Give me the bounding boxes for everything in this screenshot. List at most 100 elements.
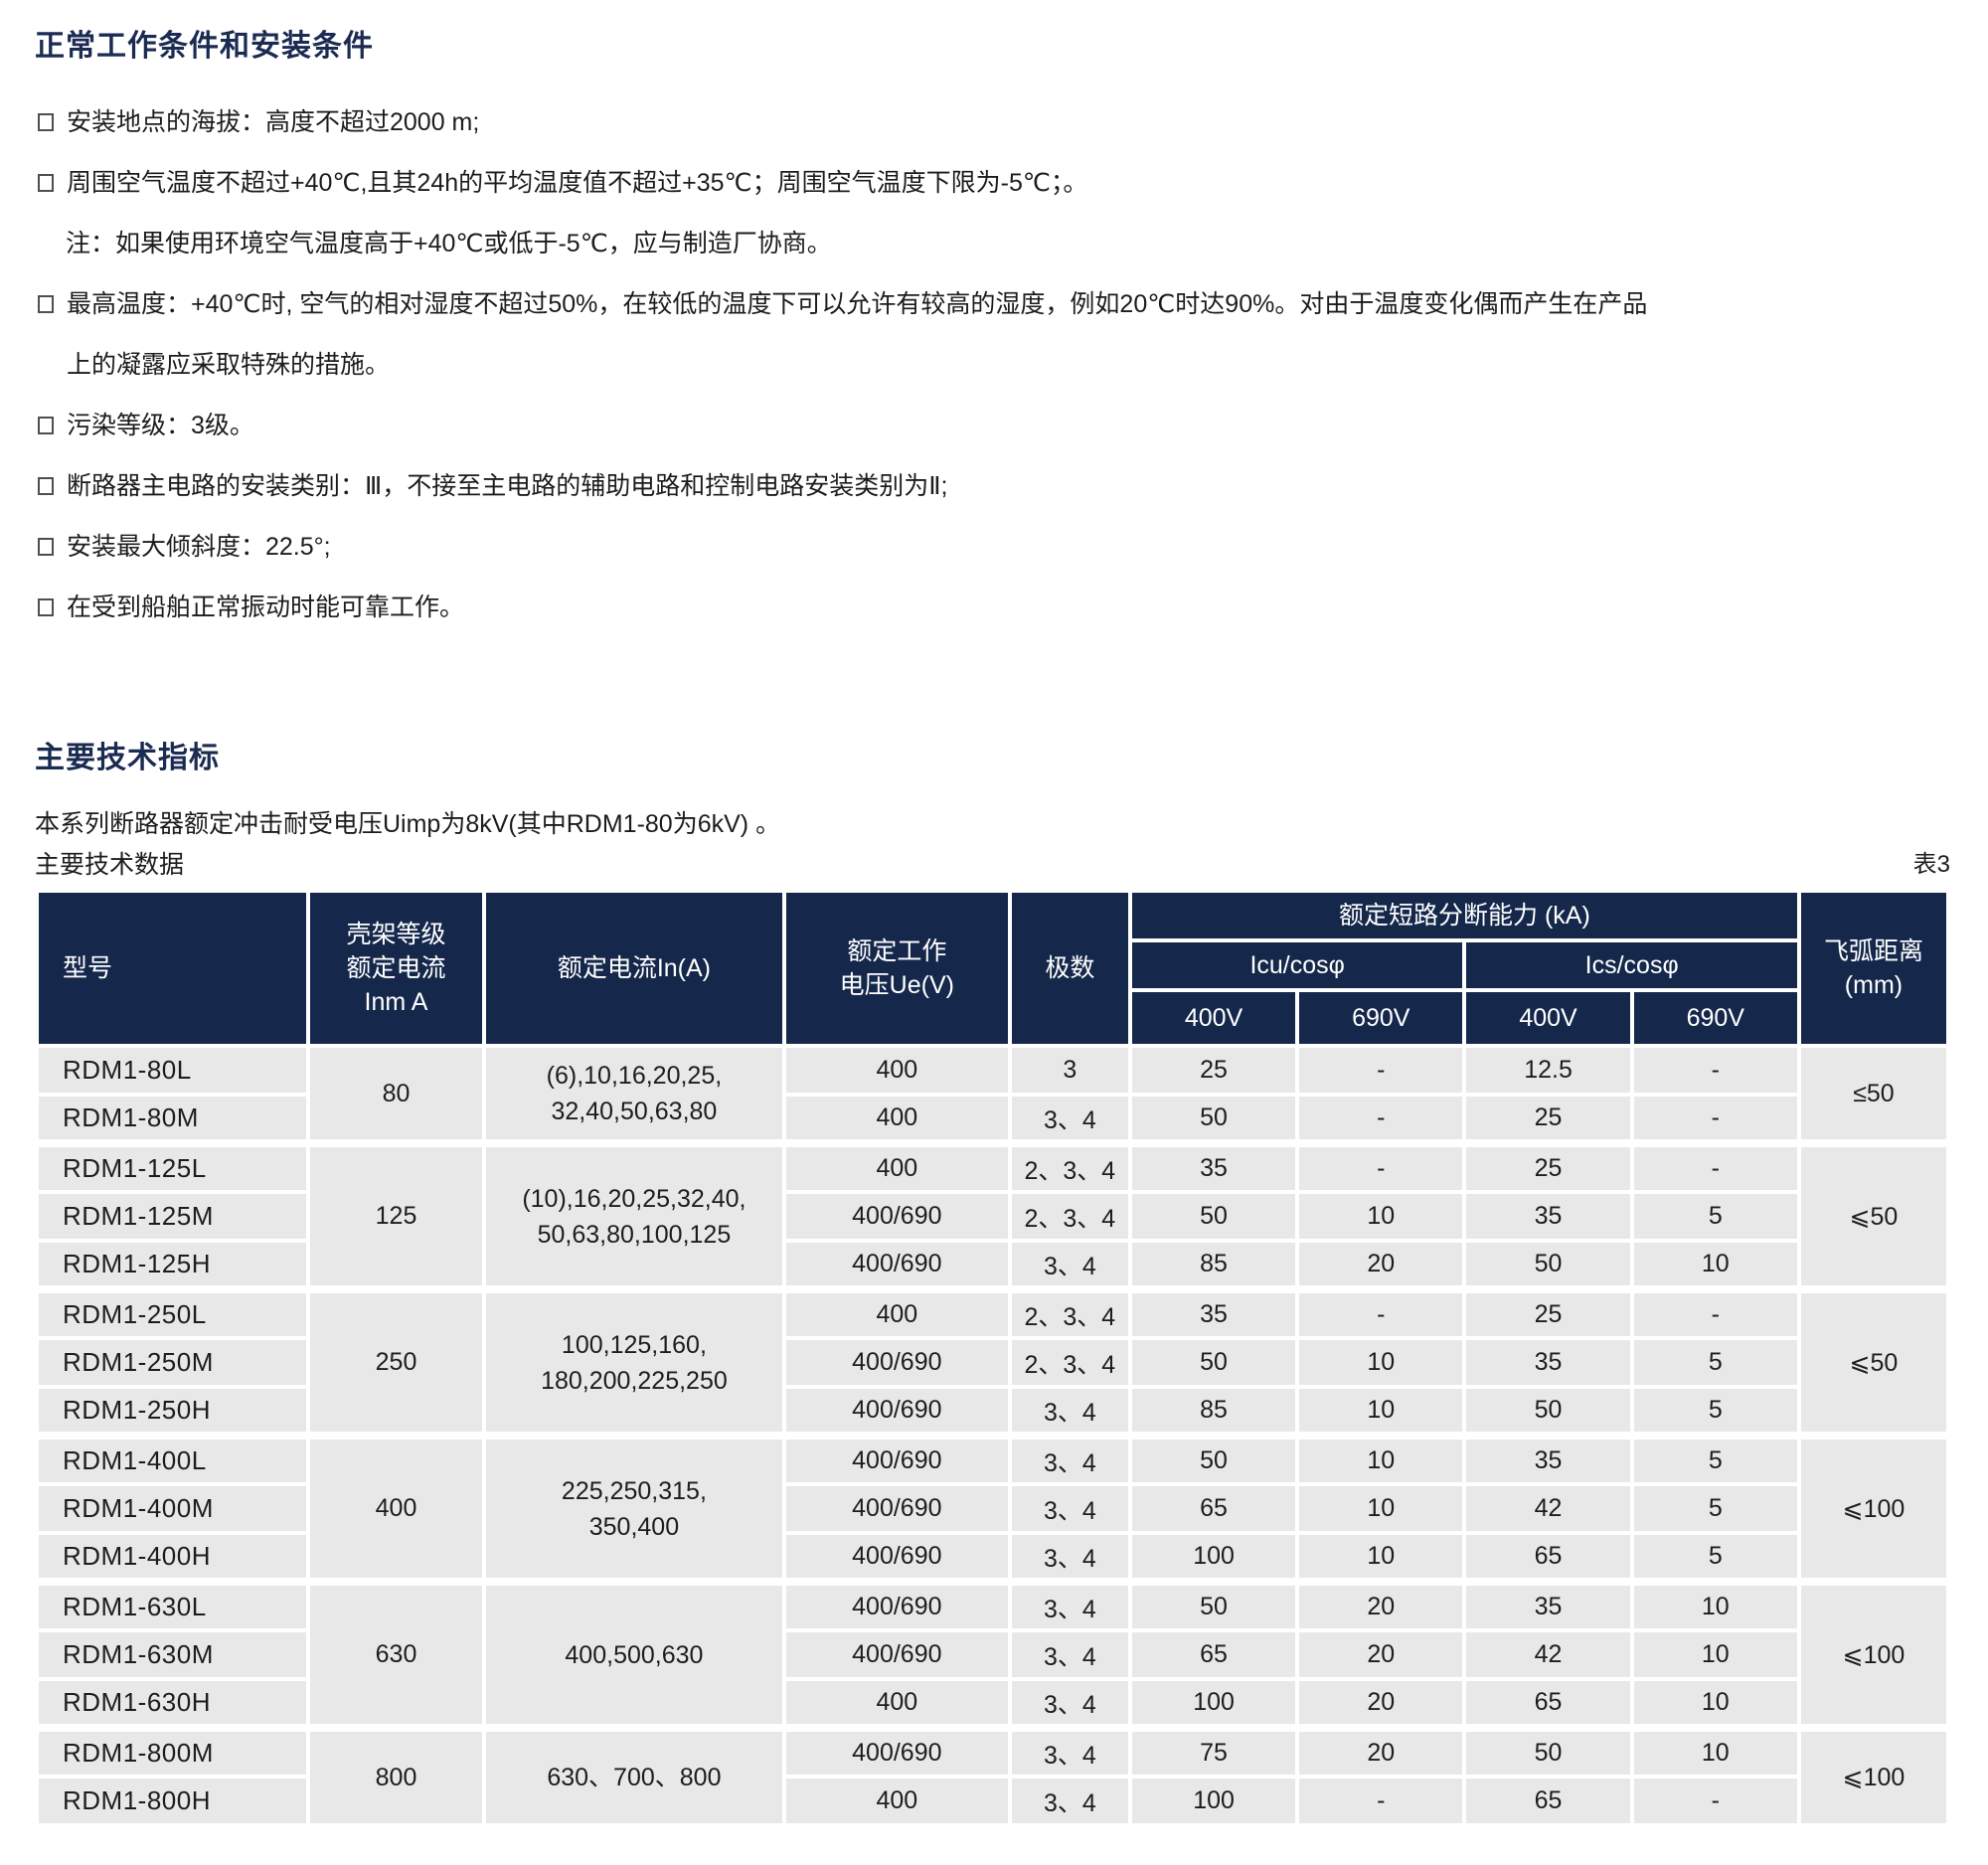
cell-arc: ⩽50: [1796, 1139, 1951, 1291]
cell-ue: 400/690: [781, 1190, 1012, 1243]
section-title-tech-specs: 主要技术指标: [35, 742, 220, 774]
cell-ics690: 5: [1629, 1432, 1801, 1486]
cell-poles: 3: [1007, 1044, 1132, 1097]
cell-icu400: 100: [1127, 1677, 1300, 1730]
cell-frame: 125: [306, 1139, 486, 1291]
header-ics-690v: 690V: [1629, 988, 1801, 1048]
cell-icu690: 20: [1295, 1677, 1467, 1730]
header-frame-current: 壳架等级 额定电流 Inm A: [306, 889, 486, 1048]
cell-rated-current: 100,125,160, 180,200,225,250: [481, 1285, 786, 1438]
table-row: RDM1-80L 80 (6),10,16,20,25, 32,40,50,63…: [34, 1044, 1951, 1145]
header-breaking-capacity: 额定短路分断能力 (kA): [1127, 889, 1801, 942]
header-ics-400v: 400V: [1462, 988, 1634, 1048]
cell-rated-current: (6),10,16,20,25, 32,40,50,63,80: [481, 1044, 786, 1145]
cell-ics690: 5: [1629, 1482, 1801, 1535]
cell-ics690: 10: [1629, 1628, 1801, 1681]
cell-poles: 3、4: [1007, 1239, 1132, 1291]
cell-ue: 400: [781, 1093, 1012, 1145]
cell-model: RDM1-630M: [34, 1628, 311, 1681]
cell-frame: 800: [306, 1724, 486, 1827]
cell-poles: 3、4: [1007, 1093, 1132, 1145]
cell-ue: 400/690: [781, 1482, 1012, 1535]
bullet-square-icon: [38, 174, 54, 192]
table-row: RDM1-250L 250 100,125,160, 180,200,225,2…: [34, 1285, 1951, 1438]
cell-ics400: 65: [1462, 1775, 1634, 1827]
table-row: RDM1-125M 400/690 2、3、4 50 10 35 5: [34, 1190, 1948, 1243]
table-row: RDM1-250M 400/690 2、3、4 50 10 35 5: [34, 1336, 1948, 1389]
cell-ics400: 25: [1462, 1285, 1634, 1340]
cell-ue: 400: [781, 1775, 1012, 1827]
cell-model: RDM1-400L: [34, 1432, 311, 1486]
cell-ue: 400/690: [781, 1628, 1012, 1681]
section-title-working-conditions: 正常工作条件和安装条件: [35, 30, 374, 63]
cell-ue: 400/690: [781, 1432, 1012, 1486]
bullet-square-icon: [38, 295, 54, 313]
cell-ue: 400/690: [781, 1336, 1012, 1389]
cell-icu690: 20: [1295, 1239, 1467, 1291]
cell-ics400: 65: [1462, 1677, 1634, 1730]
cell-icu690: 20: [1295, 1628, 1467, 1681]
list-item-text: 周围空气温度不超过+40℃,且其24h的平均温度值不超过+35℃；周围空气温度下…: [67, 169, 1088, 197]
cell-icu690: 10: [1295, 1482, 1467, 1535]
cell-arc: ≤50: [1796, 1044, 1951, 1145]
cell-ics400: 65: [1462, 1531, 1634, 1584]
table-subtitle: 主要技术数据: [35, 851, 185, 879]
cell-poles: 2、3、4: [1007, 1139, 1132, 1194]
bullet-square-icon: [38, 113, 54, 131]
cell-ics690: -: [1629, 1139, 1801, 1194]
cell-poles: 3、4: [1007, 1677, 1132, 1730]
cell-icu400: 50: [1127, 1190, 1300, 1243]
cell-icu690: 10: [1295, 1531, 1467, 1584]
cell-arc: ⩽50: [1796, 1285, 1951, 1438]
cell-ics400: 35: [1462, 1432, 1634, 1486]
header-poles: 极数: [1007, 889, 1132, 1048]
cell-ics690: -: [1629, 1093, 1801, 1145]
list-item: 断路器主电路的安装类别：Ⅲ，不接至主电路的辅助电路和控制电路安装类别为Ⅱ;: [35, 456, 1950, 517]
list-item: 最高温度：+40℃时, 空气的相对湿度不超过50%，在较低的温度下可以允许有较高…: [35, 274, 1950, 396]
cell-ics400: 25: [1462, 1093, 1634, 1145]
cell-rated-current: 630、700、800: [481, 1724, 786, 1827]
cell-ics400: 12.5: [1462, 1044, 1634, 1097]
cell-model: RDM1-250L: [34, 1285, 311, 1340]
cell-model: RDM1-630H: [34, 1677, 311, 1730]
bullet-square-icon: [38, 417, 54, 434]
document-page: 正常工作条件和安装条件 安装地点的海拔：高度不超过2000 m; 周围空气温度不…: [34, 30, 1951, 1827]
cell-icu400: 25: [1127, 1044, 1300, 1097]
cell-poles: 3、4: [1007, 1385, 1132, 1438]
cell-ics400: 50: [1462, 1385, 1634, 1438]
header-row-2: Icu/cosφ Ics/cosφ: [37, 938, 1948, 992]
cell-ics400: 42: [1462, 1482, 1634, 1535]
bullet-square-icon: [38, 598, 54, 616]
cell-arc: ⩽100: [1796, 1432, 1951, 1584]
cell-ue: 400/690: [781, 1239, 1012, 1291]
cell-model: RDM1-400M: [34, 1482, 311, 1535]
cell-ics690: 5: [1629, 1190, 1801, 1243]
cell-model: RDM1-250M: [34, 1336, 311, 1389]
cell-icu690: -: [1295, 1775, 1467, 1827]
cell-rated-current: 225,250,315, 350,400: [481, 1432, 786, 1584]
table-row: RDM1-800M 800 630、700、800 400/690 3、4 75…: [34, 1724, 1951, 1827]
header-row-1: 型号 壳架等级 额定电流 Inm A 额定电流In(A) 额定工作 电压Ue(V…: [34, 889, 1951, 1048]
cell-icu690: 10: [1295, 1190, 1467, 1243]
cell-ics690: 5: [1629, 1336, 1801, 1389]
spec-table: 型号 壳架等级 额定电流 Inm A 额定电流In(A) 额定工作 电压Ue(V…: [34, 889, 1951, 1827]
cell-ics400: 50: [1462, 1239, 1634, 1291]
cell-icu690: 20: [1295, 1578, 1467, 1632]
bullet-square-icon: [38, 477, 54, 495]
table-row: RDM1-630L 630 400,500,630 400/690 3、4 50…: [34, 1578, 1951, 1730]
list-item: 周围空气温度不超过+40℃,且其24h的平均温度值不超过+35℃；周围空气温度下…: [35, 153, 1950, 214]
cell-icu400: 35: [1127, 1285, 1300, 1340]
cell-icu690: 10: [1295, 1385, 1467, 1438]
cell-poles: 2、3、4: [1007, 1336, 1132, 1389]
cell-icu400: 65: [1127, 1628, 1300, 1681]
table-row: RDM1-250H 400/690 3、4 85 10 50 5: [34, 1385, 1948, 1438]
bullet-square-icon: [38, 538, 54, 556]
cell-ue: 400/690: [781, 1531, 1012, 1584]
tech-specs-intro: 本系列断路器额定冲击耐受电压Uimp为8kV(其中RDM1-80为6kV) 。: [35, 810, 781, 838]
header-icu: Icu/cosφ: [1127, 938, 1467, 992]
header-model: 型号: [34, 889, 311, 1048]
cell-icu400: 85: [1127, 1385, 1300, 1438]
list-item-text: 污染等级：3级。: [67, 412, 254, 439]
table-row: RDM1-80M 400 3、4 50 - 25 -: [34, 1093, 1948, 1145]
table-caption-row: 主要技术数据 表3: [35, 845, 1950, 885]
